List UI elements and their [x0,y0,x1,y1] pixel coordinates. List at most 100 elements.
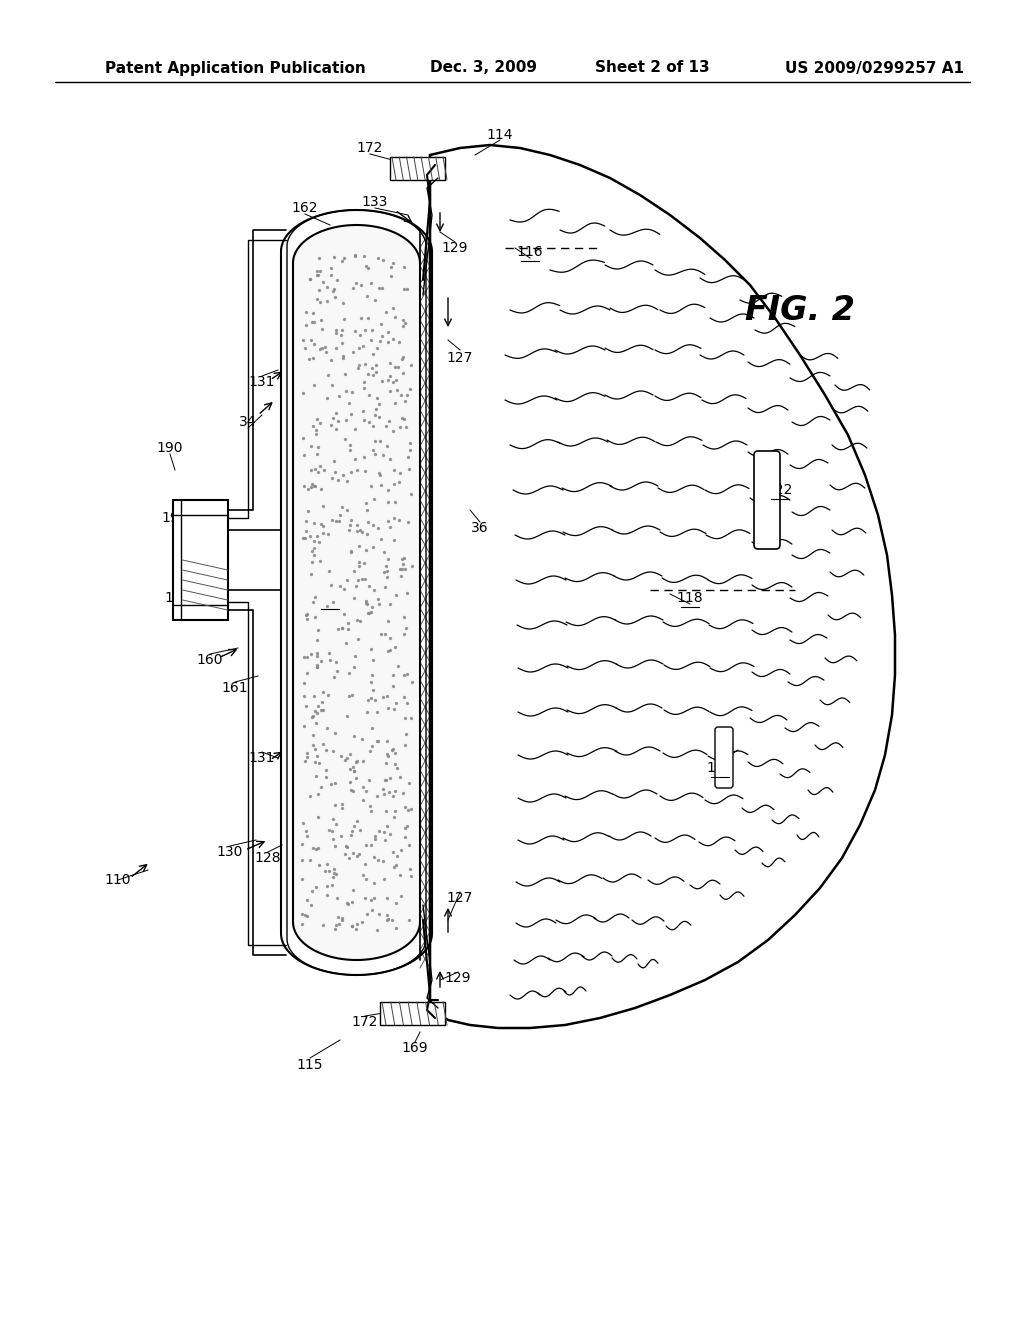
Point [380,744,396,766]
Point [319,364,336,385]
Point [295,428,311,449]
Point [367,405,383,426]
Point [306,475,323,496]
Point [382,449,398,470]
Point [376,784,392,805]
Point [311,455,328,477]
Point [327,836,343,857]
Point [345,756,361,777]
Text: 190: 190 [157,441,183,455]
Point [366,873,382,894]
Point [358,492,375,513]
Point [395,409,412,430]
Point [379,816,395,837]
Point [386,800,402,821]
Point [371,393,387,414]
Point [309,655,326,676]
Point [367,430,383,451]
Point [341,520,357,541]
Point [395,686,412,708]
Text: 194: 194 [162,511,188,525]
Point [362,602,379,623]
Point [375,779,391,800]
Point [334,797,350,818]
Point [358,869,375,890]
Point [399,384,416,405]
Point [368,829,384,850]
Point [369,388,385,409]
Point [309,630,326,651]
Point [318,595,335,616]
Point [333,746,349,767]
Point [379,909,395,931]
Point [362,272,379,293]
Point [334,496,350,517]
Point [387,917,403,939]
Point [402,866,419,887]
Point [395,664,412,685]
Point [401,772,418,793]
Point [341,847,357,869]
Point [343,824,359,845]
Point [392,766,409,787]
Point [328,722,344,743]
Point [321,560,337,581]
Point [326,246,342,267]
Point [382,824,398,845]
Point [306,334,323,355]
Point [386,742,402,763]
Text: 122: 122 [767,483,794,498]
Point [395,256,412,277]
Point [326,450,342,471]
Point [379,730,395,751]
Point [308,422,325,444]
Point [345,342,361,363]
Point [321,861,337,882]
Text: 161: 161 [221,681,248,696]
Point [341,685,357,706]
Text: 132: 132 [316,593,343,607]
Point [399,816,416,837]
Point [364,834,380,855]
Point [310,619,327,640]
Point [347,272,364,293]
Point [396,558,413,579]
Point [379,566,395,587]
Point [380,511,396,532]
Point [336,309,352,330]
Point [380,491,396,512]
Text: 124: 124 [356,741,383,755]
Point [352,308,369,329]
Point [350,536,367,557]
Point [356,378,373,399]
Point [358,499,375,520]
Point [343,540,359,561]
Point [302,525,318,546]
FancyBboxPatch shape [715,727,733,788]
Point [307,766,324,787]
Point [358,539,375,560]
Point [342,434,358,455]
Point [380,548,396,569]
Point [316,337,333,358]
Point [357,319,374,341]
Point [380,908,396,929]
Point [395,548,412,569]
Text: 116: 116 [517,246,544,259]
Point [367,690,383,711]
Point [358,524,375,545]
Point [392,462,409,483]
Point [342,771,358,792]
Point [387,780,403,801]
Point [334,793,350,814]
Point [366,364,382,385]
Point [305,512,322,533]
Point [305,591,322,612]
Point [364,735,380,756]
Point [364,358,380,379]
Point [376,561,392,582]
Point [328,813,344,834]
Point [352,325,369,346]
Point [361,384,378,405]
Point [343,916,359,937]
